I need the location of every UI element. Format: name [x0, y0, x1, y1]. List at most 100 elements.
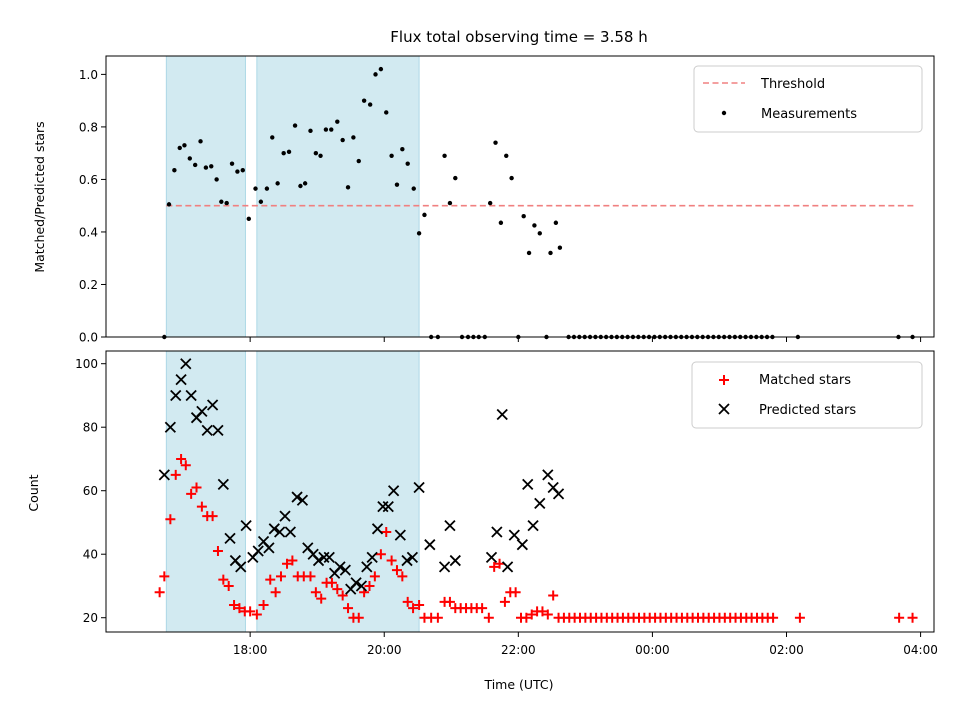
matched-star-point: [537, 606, 548, 617]
x-tick-label: 22:00: [501, 643, 536, 657]
predicted-star-point: [508, 529, 520, 541]
y-tick-label: 0.8: [79, 120, 98, 134]
y-tick-label: 80: [83, 421, 98, 435]
legend-threshold-label: Threshold: [760, 77, 825, 92]
y-tick-label: 0.0: [79, 331, 98, 345]
predicted-star-point: [485, 551, 498, 564]
measurement-point: [264, 186, 270, 191]
predicted-star-point: [542, 469, 554, 481]
predicted-star-point: [291, 491, 303, 503]
matched-star-point: [386, 555, 397, 566]
predicted-star-point: [164, 421, 176, 433]
matched-star-point: [483, 612, 494, 623]
predicted-star-point: [401, 554, 413, 567]
matched-star-point: [282, 558, 293, 569]
matched-star-point: [337, 590, 348, 601]
predicted-star-point: [224, 532, 236, 544]
matched-star-point: [170, 469, 181, 480]
matched-star-point: [229, 600, 240, 611]
predicted-star-point: [170, 389, 182, 402]
x-tick-label: 18:00: [233, 643, 268, 657]
measurement-point: [166, 202, 172, 207]
predicted-star-point: [334, 561, 346, 573]
matched-star-point: [223, 580, 234, 591]
matched-star-point: [310, 587, 321, 598]
predicted-star-point: [552, 488, 565, 500]
y-tick-label: 1.0: [79, 68, 98, 82]
legend-predicted-label: Predicted stars: [759, 403, 856, 418]
measurement-point: [209, 164, 214, 169]
y-axis-ticks-bottom: 20 40 60 80 100: [75, 357, 106, 625]
matched-star-point: [794, 612, 805, 623]
matched-star-point: [542, 609, 553, 620]
legend-bottom: Matched stars Predicted stars: [691, 361, 923, 429]
predicted-star-point: [361, 561, 373, 573]
measurement-point: [258, 199, 264, 204]
legend-matched-label: Matched stars: [759, 373, 851, 388]
y-tick-label: 0.6: [79, 173, 98, 187]
matched-star-point: [353, 612, 364, 623]
predicted-star-point: [235, 561, 247, 573]
y-tick-label: 40: [83, 548, 98, 562]
measurement-point: [557, 245, 563, 250]
matched-star-point: [369, 571, 380, 582]
measurement-point: [521, 213, 526, 219]
matched-star-point: [768, 612, 779, 623]
matched-star-point: [381, 526, 392, 537]
matched-star-point: [548, 590, 559, 601]
measurement-point: [298, 183, 303, 189]
matched-star-point: [375, 549, 386, 560]
predicted-star-point: [196, 405, 208, 417]
matched-star-point: [402, 596, 413, 607]
measurement-point: [405, 161, 410, 166]
measurement-point: [447, 200, 453, 206]
x-tick-label: 00:00: [635, 643, 670, 657]
measurement-point: [367, 102, 373, 107]
predicted-star-point: [240, 519, 252, 532]
y-tick-label: 0.2: [79, 278, 98, 292]
matched-star-point: [326, 577, 337, 588]
measurement-point: [340, 137, 345, 143]
measurement-point: [192, 162, 198, 168]
measurement-point: [493, 140, 498, 145]
x-axis-ticks-top: [249, 337, 922, 342]
predicted-star-point: [366, 551, 378, 564]
measurement-point: [240, 168, 245, 173]
measurement-point: [400, 147, 405, 152]
legend-predicted-swatch: [718, 403, 730, 415]
measurement-point: [411, 186, 416, 191]
measurement-point: [509, 175, 514, 181]
matched-star-point: [258, 600, 269, 611]
measurement-point: [453, 175, 458, 181]
y-tick-label: 20: [83, 611, 98, 625]
predicted-star-point: [413, 481, 425, 494]
matched-star-point: [397, 571, 408, 582]
predicted-star-point: [491, 526, 503, 538]
measurement-point: [323, 127, 329, 132]
matched-star-point: [270, 587, 281, 598]
measurement-point: [351, 135, 356, 140]
matched-star-point: [265, 574, 276, 585]
measurement-point: [229, 161, 235, 166]
predicted-star-point: [522, 478, 534, 490]
matched-star-point: [477, 603, 488, 614]
legend-frame-top: [693, 65, 923, 133]
measurement-point: [422, 212, 427, 218]
predicted-star-point: [527, 519, 539, 532]
measurement-point: [487, 200, 493, 206]
legend-measurements-swatch: [721, 110, 727, 116]
measurement-point: [329, 127, 334, 132]
measurement-point: [498, 220, 504, 225]
measurement-point: [235, 169, 240, 174]
measurement-point: [318, 153, 323, 158]
predicted-star-point: [424, 539, 436, 551]
measurement-point: [553, 220, 559, 225]
matched-star-point: [180, 460, 191, 471]
predicted-star-point: [252, 545, 264, 557]
x-axis-ticks-bottom: 18:00 20:00 22:00 00:00 02:00 04:00: [233, 632, 938, 657]
chart-title: Flux total observing time = 3.58 h: [390, 28, 647, 46]
y-axis-label-bottom: Count: [26, 474, 41, 511]
observing-windows-top: [165, 55, 420, 338]
predicted-star-point: [212, 424, 224, 437]
y-axis-ticks-top: 0.0 0.2 0.4 0.6 0.8 1.0: [79, 68, 106, 345]
